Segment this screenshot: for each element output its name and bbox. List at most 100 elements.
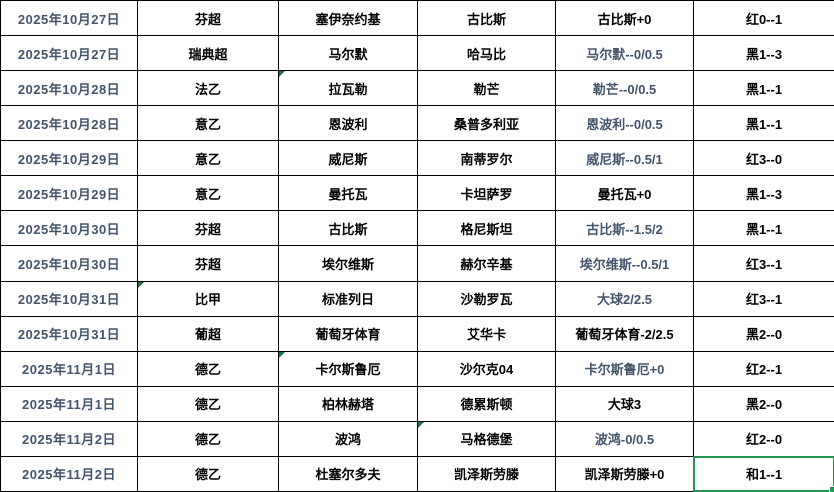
fill-handle[interactable] (829, 486, 834, 492)
cell-away[interactable]: 艾华卡 (417, 315, 556, 352)
table-row: 2025年11月2日 德乙 波鸿 马格德堡 波鸿-0/0.5 红2--0 (0, 420, 834, 457)
cell-league[interactable]: 意乙 (137, 140, 279, 177)
cell-date[interactable]: 2025年11月2日 (0, 420, 138, 457)
table-row: 2025年10月30日 芬超 古比斯 格尼斯坦 古比斯--1.5/2 黑1--1 (0, 210, 834, 247)
cell-date[interactable]: 2025年11月1日 (0, 385, 138, 422)
cell-handicap[interactable]: 恩波利--0/0.5 (555, 105, 694, 142)
cell-league[interactable]: 意乙 (137, 105, 279, 142)
cell-away[interactable]: 凯泽斯劳滕 (417, 455, 556, 492)
cell-handicap[interactable]: 卡尔斯鲁厄+0 (555, 350, 694, 387)
cell-league[interactable]: 德乙 (137, 385, 279, 422)
cell-league[interactable]: 葡超 (137, 315, 279, 352)
cell-handicap[interactable]: 马尔默--0/0.5 (555, 35, 694, 72)
cell-result[interactable]: 黑2--0 (693, 385, 834, 422)
cell-away[interactable]: 赫尔辛基 (417, 245, 556, 282)
cell-result[interactable]: 黑1--1 (693, 210, 834, 247)
cell-date[interactable]: 2025年10月30日 (0, 245, 138, 282)
cell-home[interactable]: 标准列日 (278, 280, 418, 317)
table-row: 2025年10月29日 意乙 曼托瓦 卡坦萨罗 曼托瓦+0 黑1--3 (0, 175, 834, 212)
table-row: 2025年11月2日 德乙 杜塞尔多夫 凯泽斯劳滕 凯泽斯劳滕+0 和1--1 (0, 455, 834, 492)
cell-handicap[interactable]: 大球2/2.5 (555, 280, 694, 317)
cell-home[interactable]: 埃尔维斯 (278, 245, 418, 282)
cell-error-indicator-icon (138, 281, 144, 288)
cell-away[interactable]: 卡坦萨罗 (417, 175, 556, 212)
cell-date[interactable]: 2025年11月2日 (0, 455, 138, 492)
cell-away[interactable]: 勒芒 (417, 70, 556, 107)
cell-date[interactable]: 2025年10月27日 (0, 35, 138, 72)
cell-away[interactable]: 德累斯顿 (417, 385, 556, 422)
cell-result[interactable]: 红3--0 (693, 140, 834, 177)
cell-date[interactable]: 2025年10月29日 (0, 140, 138, 177)
cell-home[interactable]: 马尔默 (278, 35, 418, 72)
cell-date[interactable]: 2025年10月28日 (0, 70, 138, 107)
cell-result[interactable]: 黑1--3 (693, 175, 834, 212)
cell-league[interactable]: 芬超 (137, 245, 279, 282)
table-row: 2025年10月30日 芬超 埃尔维斯 赫尔辛基 埃尔维斯--0.5/1 红3--1 (0, 245, 834, 282)
cell-date[interactable]: 2025年11月1日 (0, 350, 138, 387)
cell-handicap[interactable]: 波鸿-0/0.5 (555, 420, 694, 457)
cell-away[interactable]: 沙尔克04 (417, 350, 556, 387)
cell-date[interactable]: 2025年10月27日 (0, 0, 138, 37)
cell-league[interactable]: 意乙 (137, 175, 279, 212)
cell-handicap[interactable]: 古比斯+0 (555, 0, 694, 37)
cell-home[interactable]: 塞伊奈约基 (278, 0, 418, 37)
cell-result[interactable]: 红0--1 (693, 0, 834, 37)
cell-league[interactable]: 芬超 (137, 210, 279, 247)
table-row: 2025年10月31日 葡超 葡萄牙体育 艾华卡 葡萄牙体育-2/2.5 黑2--0 (0, 315, 834, 352)
cell-handicap[interactable]: 威尼斯--0.5/1 (555, 140, 694, 177)
cell-result[interactable]: 红2--0 (693, 420, 834, 457)
cell-league[interactable]: 德乙 (137, 350, 279, 387)
cell-away[interactable]: 南蒂罗尔 (417, 140, 556, 177)
cell-handicap[interactable]: 古比斯--1.5/2 (555, 210, 694, 247)
cell-home[interactable]: 卡尔斯鲁厄 (278, 350, 418, 387)
table-row: 2025年11月1日 德乙 卡尔斯鲁厄 沙尔克04 卡尔斯鲁厄+0 红2--1 (0, 350, 834, 387)
cell-away[interactable]: 沙勒罗瓦 (417, 280, 556, 317)
cell-result[interactable]: 红3--1 (693, 280, 834, 317)
cell-handicap[interactable]: 曼托瓦+0 (555, 175, 694, 212)
cell-result[interactable]: 黑1--3 (693, 35, 834, 72)
table-row: 2025年10月27日 芬超 塞伊奈约基 古比斯 古比斯+0 红0--1 (0, 0, 834, 37)
cell-home[interactable]: 拉瓦勒 (278, 70, 418, 107)
cell-home[interactable]: 葡萄牙体育 (278, 315, 418, 352)
table-row: 2025年10月29日 意乙 威尼斯 南蒂罗尔 威尼斯--0.5/1 红3--0 (0, 140, 834, 177)
cell-away[interactable]: 古比斯 (417, 0, 556, 37)
cell-home[interactable]: 古比斯 (278, 210, 418, 247)
cell-handicap[interactable]: 大球3 (555, 385, 694, 422)
cell-home[interactable]: 恩波利 (278, 105, 418, 142)
cell-league[interactable]: 芬超 (137, 0, 279, 37)
cell-home[interactable]: 波鸿 (278, 420, 418, 457)
cell-result[interactable]: 黑2--0 (693, 315, 834, 352)
cell-away[interactable]: 哈马比 (417, 35, 556, 72)
cell-league[interactable]: 比甲 (137, 280, 279, 317)
table-row: 2025年10月28日 意乙 恩波利 桑普多利亚 恩波利--0/0.5 黑1--1 (0, 105, 834, 142)
cell-result[interactable]: 黑1--1 (693, 70, 834, 107)
cell-date[interactable]: 2025年10月30日 (0, 210, 138, 247)
cell-handicap[interactable]: 凯泽斯劳滕+0 (555, 455, 694, 492)
cell-home[interactable]: 威尼斯 (278, 140, 418, 177)
cell-date[interactable]: 2025年10月31日 (0, 280, 138, 317)
cell-handicap[interactable]: 埃尔维斯--0.5/1 (555, 245, 694, 282)
cell-error-indicator-icon (279, 351, 285, 358)
cell-league[interactable]: 德乙 (137, 420, 279, 457)
cell-away[interactable]: 格尼斯坦 (417, 210, 556, 247)
cell-home[interactable]: 杜塞尔多夫 (278, 455, 418, 492)
cell-result[interactable]: 黑1--1 (693, 105, 834, 142)
cell-date[interactable]: 2025年10月28日 (0, 105, 138, 142)
table-row: 2025年10月28日 法乙 拉瓦勒 勒芒 勒芒--0/0.5 黑1--1 (0, 70, 834, 107)
cell-home[interactable]: 曼托瓦 (278, 175, 418, 212)
cell-date[interactable]: 2025年10月29日 (0, 175, 138, 212)
cell-away[interactable]: 马格德堡 (417, 420, 556, 457)
table-row: 2025年10月31日 比甲 标准列日 沙勒罗瓦 大球2/2.5 红3--1 (0, 280, 834, 317)
cell-handicap[interactable]: 勒芒--0/0.5 (555, 70, 694, 107)
cell-home[interactable]: 柏林赫塔 (278, 385, 418, 422)
cell-league[interactable]: 法乙 (137, 70, 279, 107)
cell-result[interactable]: 红3--1 (693, 245, 834, 282)
cell-date[interactable]: 2025年10月31日 (0, 315, 138, 352)
cell-handicap[interactable]: 葡萄牙体育-2/2.5 (555, 315, 694, 352)
cell-result[interactable]: 和1--1 (693, 455, 834, 492)
cell-result[interactable]: 红2--1 (693, 350, 834, 387)
cell-league[interactable]: 瑞典超 (137, 35, 279, 72)
cell-away[interactable]: 桑普多利亚 (417, 105, 556, 142)
cell-league[interactable]: 德乙 (137, 455, 279, 492)
